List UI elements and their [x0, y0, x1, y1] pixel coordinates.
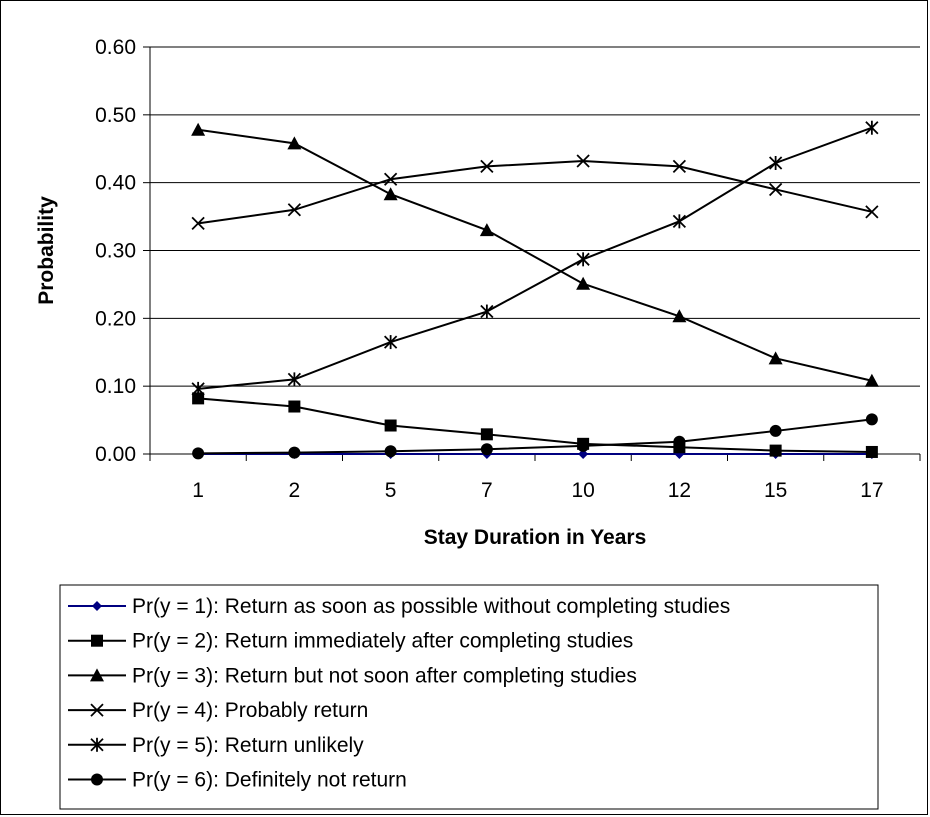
legend-item: Pr(y = 6): Definitely not return: [68, 769, 407, 792]
series-5-line: [198, 126, 873, 390]
legend-item: Pr(y = 1): Return as soon as possible wi…: [68, 595, 730, 618]
x-tick-label: 12: [668, 479, 691, 502]
data-point: [672, 214, 687, 229]
x-tick-label: 1: [192, 479, 204, 502]
data-point: [287, 136, 302, 150]
data-point: [865, 120, 879, 135]
y-tick-label: 0.50: [95, 104, 136, 127]
data-point: [864, 373, 879, 387]
data-point: [769, 424, 782, 437]
y-tick-label: 0.30: [95, 240, 136, 263]
data-point: [576, 154, 590, 168]
data-point: [672, 309, 687, 323]
data-point: [384, 445, 397, 458]
legend-label: Pr(y = 4): Probably return: [132, 699, 368, 722]
legend: Pr(y = 1): Return as soon as possible wi…: [59, 584, 879, 810]
x-tick-labels: 1 2 5 7 10 12 15 17: [192, 479, 883, 502]
data-point: [288, 446, 301, 459]
data-point: [383, 335, 398, 350]
x-axis-label: Stay Duration in Years: [424, 526, 647, 549]
series-3-line: [197, 128, 873, 382]
data-point: [288, 400, 301, 413]
legend-item: Pr(y = 4): Probably return: [68, 699, 368, 722]
data-point: [865, 205, 879, 219]
data-point: [383, 172, 398, 186]
data-point: [480, 428, 493, 441]
gridlines: [150, 46, 920, 387]
data-point: [865, 413, 878, 426]
y-tick-label: 0.20: [95, 307, 136, 330]
data-point: [480, 304, 494, 319]
data-point: [192, 447, 205, 460]
data-point: [287, 203, 302, 217]
legend-label: Pr(y = 3): Return but not soon after com…: [132, 664, 637, 687]
data-point: [191, 216, 205, 231]
data-point: [480, 443, 493, 456]
legend-label: Pr(y = 6): Definitely not return: [132, 769, 407, 792]
data-point: [191, 122, 206, 136]
x-tick-label: 5: [385, 479, 397, 502]
y-tick-label: 0.00: [95, 443, 136, 466]
series-6: [192, 413, 878, 460]
data-point: [673, 435, 686, 448]
data-point: [768, 351, 783, 365]
data-point: [479, 223, 494, 237]
data-point: [383, 187, 398, 201]
legend-label: Pr(y = 5): Return unlikely: [132, 734, 364, 757]
x-tick-label: 2: [289, 479, 301, 502]
series-2-line: [198, 397, 872, 453]
data-point: [672, 159, 687, 174]
y-tick-labels: 0.00 0.10 0.20 0.30 0.40 0.50 0.60: [95, 36, 136, 466]
legend-marker: [91, 773, 103, 786]
legend-label: Pr(y = 1): Return as soon as possible wi…: [132, 595, 730, 618]
legend-marker: [90, 737, 104, 752]
x-tick-label: 10: [571, 479, 594, 502]
data-point: [577, 439, 590, 452]
y-tick-label: 0.10: [95, 375, 136, 398]
legend-item: Pr(y = 2): Return immediately after comp…: [68, 630, 633, 653]
legend-marker: [90, 668, 104, 682]
data-point: [576, 252, 590, 267]
series-4-line: [197, 159, 873, 225]
y-tick-label: 0.60: [95, 36, 136, 59]
data-point: [768, 155, 783, 170]
legend-marker: [90, 703, 104, 717]
series-6-line: [198, 418, 872, 455]
y-axis-label: Probability: [35, 196, 58, 305]
x-tick-label: 7: [481, 479, 493, 502]
x-tick-label: 17: [860, 479, 883, 502]
data-point: [192, 392, 205, 405]
data-point: [865, 445, 878, 458]
data-point: [287, 372, 302, 387]
data-point: [578, 449, 589, 459]
legend-item: Pr(y = 3): Return but not soon after com…: [68, 664, 637, 687]
data-point: [768, 182, 783, 197]
data-point: [769, 444, 782, 457]
legend-box: [59, 584, 879, 810]
data-point: [480, 159, 494, 174]
legend-marker: [91, 634, 103, 647]
data-point: [576, 276, 591, 290]
legend-marker: [92, 601, 102, 611]
series-3: [191, 122, 879, 387]
series-group: [191, 120, 879, 460]
series-5: [191, 120, 879, 396]
x-tick-label: 15: [764, 479, 787, 502]
legend-item: Pr(y = 5): Return unlikely: [68, 734, 364, 757]
legend-label: Pr(y = 2): Return immediately after comp…: [132, 630, 633, 653]
series-4: [191, 154, 879, 231]
data-point: [191, 381, 205, 396]
y-tick-label: 0.40: [95, 172, 136, 195]
data-point: [384, 419, 397, 432]
